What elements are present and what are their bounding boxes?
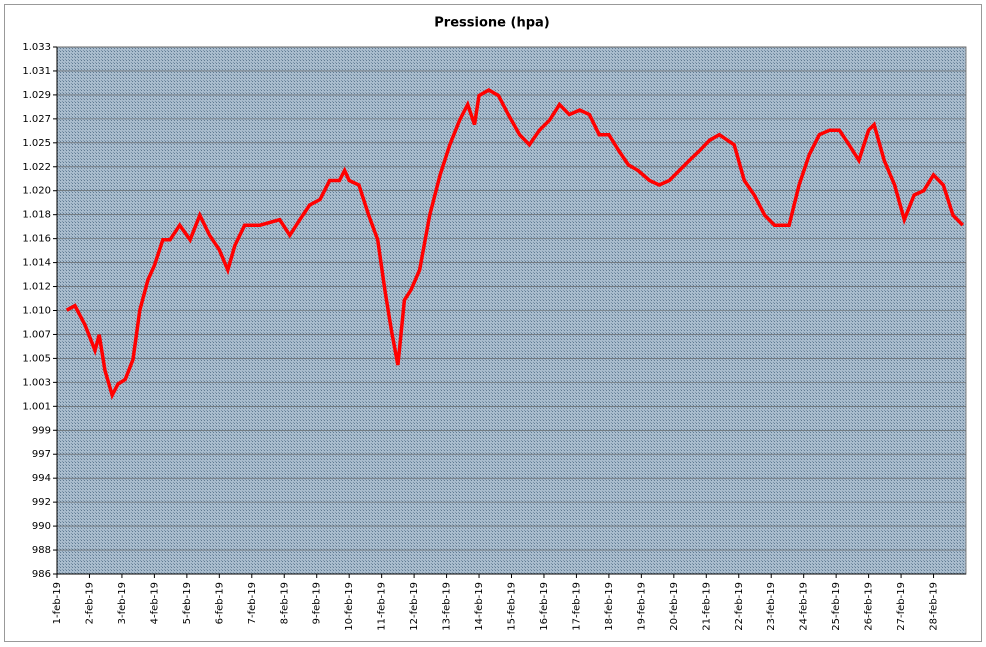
- x-tick-label: 8-feb-19: [279, 582, 290, 624]
- y-tick-label: 997: [32, 449, 51, 460]
- chart-title: Pressione (hpa): [434, 16, 549, 31]
- x-tick-label: 15-feb-19: [507, 582, 518, 631]
- y-tick-label: 1.003: [22, 377, 51, 388]
- x-tick-label: 19-feb-19: [636, 582, 647, 631]
- x-tick-label: 13-feb-19: [442, 582, 453, 631]
- y-tick-label: 1.007: [22, 329, 51, 340]
- y-tick-label: 994: [32, 473, 51, 484]
- x-tick-label: 6-feb-19: [214, 582, 225, 624]
- y-tick-label: 999: [32, 425, 51, 436]
- x-tick-label: 12-feb-19: [409, 582, 420, 631]
- x-tick-label: 4-feb-19: [149, 582, 160, 624]
- y-tick-label: 988: [32, 545, 51, 556]
- y-tick-label: 990: [32, 521, 51, 532]
- x-tick-label: 17-feb-19: [571, 582, 582, 631]
- x-tick-label: 16-feb-19: [539, 582, 550, 631]
- x-tick-label: 20-feb-19: [669, 582, 680, 631]
- data-line: [65, 87, 965, 400]
- y-tick-label: 1.025: [22, 138, 51, 149]
- x-tick-label: 21-feb-19: [701, 582, 712, 631]
- x-tick-label: 26-feb-19: [864, 582, 875, 631]
- y-tick-label: 1.005: [22, 353, 51, 364]
- y-tick-label: 1.012: [22, 282, 51, 293]
- x-tick-label: 14-feb-19: [474, 582, 485, 631]
- x-tick-label: 25-feb-19: [831, 582, 842, 631]
- x-tick-label: 28-feb-19: [929, 582, 940, 631]
- x-tick-label: 22-feb-19: [734, 582, 745, 631]
- x-tick-label: 24-feb-19: [799, 582, 810, 631]
- x-tick-label: 7-feb-19: [247, 582, 258, 624]
- x-tick-label: 1-feb-19: [52, 582, 63, 624]
- y-tick-label: 1.018: [22, 210, 51, 221]
- x-tick-label: 3-feb-19: [117, 582, 128, 624]
- y-tick-label: 986: [32, 569, 51, 580]
- y-tick-label: 1.022: [22, 162, 51, 173]
- y-tick-label: 1.014: [22, 258, 51, 269]
- x-tick-label: 10-feb-19: [344, 582, 355, 631]
- x-tick-label: 9-feb-19: [312, 582, 323, 624]
- y-tick-label: 992: [32, 497, 51, 508]
- y-tick-label: 1.016: [22, 234, 51, 245]
- y-tick-label: 1.031: [22, 66, 51, 77]
- y-tick-label: 1.001: [22, 401, 51, 412]
- y-tick-label: 1.020: [22, 186, 51, 197]
- y-tick-label: 1.029: [22, 90, 51, 101]
- y-tick-label: 1.010: [22, 306, 51, 317]
- x-tick-label: 11-feb-19: [377, 582, 388, 631]
- y-tick-label: 1.033: [22, 42, 51, 53]
- x-tick-label: 2-feb-19: [84, 582, 95, 624]
- x-tick-label: 18-feb-19: [604, 582, 615, 631]
- x-tick-label: 23-feb-19: [766, 582, 777, 631]
- y-tick-label: 1.027: [22, 114, 51, 125]
- x-tick-label: 27-feb-19: [896, 582, 907, 631]
- x-tick-label: 5-feb-19: [182, 582, 193, 624]
